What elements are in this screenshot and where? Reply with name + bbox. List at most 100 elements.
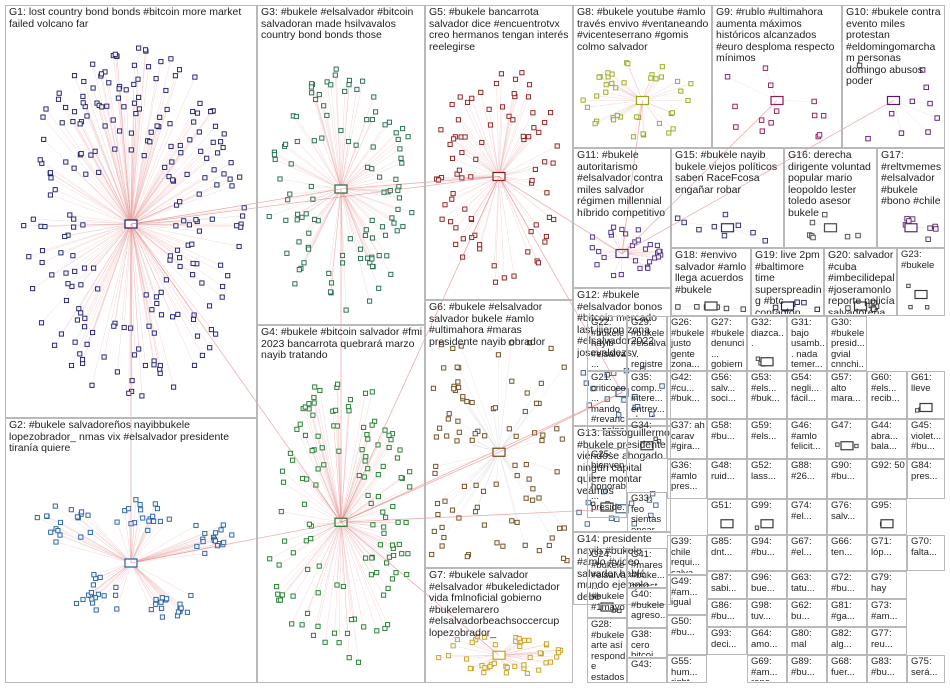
edge-g4 — [313, 397, 342, 523]
edge-g4 — [340, 522, 359, 663]
node-g13 — [584, 521, 591, 527]
node-g20 — [845, 305, 851, 311]
node-g1 — [168, 56, 174, 62]
node-g12 — [659, 383, 665, 389]
node-g1 — [47, 170, 54, 176]
node-g1 — [133, 111, 139, 117]
node-g3 — [283, 217, 289, 223]
node-g8 — [658, 74, 664, 80]
group-label-g95: G95: — [871, 501, 892, 511]
node-g11 — [589, 245, 595, 251]
group-label-g41: G41: #mares #buke... ernest... — [631, 550, 666, 586]
node-g13 — [608, 515, 615, 521]
group-label-g43: G43: — [631, 660, 652, 670]
node-g11 — [608, 229, 614, 235]
node-g7 — [504, 665, 510, 671]
node-g5 — [438, 127, 444, 133]
node-g1 — [154, 123, 160, 129]
node-g2 — [153, 596, 159, 603]
node-g7 — [467, 666, 473, 672]
group-label-g81: G81: #ga... — [831, 601, 855, 622]
group-panel-g95: G95: — [867, 499, 907, 535]
group-panel-g35: G35: comp... intere... entrev... claudi.… — [627, 371, 667, 419]
edge-g5 — [498, 112, 534, 177]
edge-g2 — [115, 562, 132, 596]
node-g2 — [175, 609, 181, 615]
node-g6 — [456, 384, 462, 390]
node-g4 — [317, 387, 323, 394]
node-g13 — [649, 490, 656, 497]
group-label-g72: G72: #bu... — [831, 573, 855, 594]
edge-g3 — [340, 122, 390, 190]
edge-g6 — [437, 452, 500, 504]
node-g5 — [459, 149, 465, 156]
node-g4 — [385, 585, 391, 591]
node-g15 — [674, 215, 681, 221]
node-g2 — [113, 584, 119, 590]
edge-g4 — [340, 393, 366, 523]
group-panel-g43: G43: — [627, 658, 667, 683]
node-g1 — [79, 357, 86, 363]
node-g2 — [85, 512, 91, 518]
group-label-g57: G57: alto mara... — [831, 373, 861, 404]
node-g3 — [400, 223, 406, 230]
node-g1 — [154, 300, 160, 307]
node-g4 — [375, 472, 381, 478]
node-g2 — [87, 529, 93, 535]
edge-g5 — [498, 112, 551, 177]
node-g5 — [477, 242, 483, 248]
edge-g5 — [498, 106, 503, 177]
edge-g4 — [284, 522, 342, 542]
edge-g5 — [498, 176, 528, 253]
node-g5 — [455, 117, 461, 123]
group-label-g56: G56: salv... soci... — [711, 373, 738, 404]
edge-g10 — [893, 100, 929, 133]
edge-g2 — [130, 525, 197, 564]
edge-g2 — [130, 517, 143, 564]
node-g11 — [618, 272, 624, 278]
edge-g4 — [340, 474, 379, 523]
node-g6 — [524, 390, 530, 396]
group-label-g29: G29: #bukele #elsalva... registre días..… — [631, 318, 666, 369]
node-g1 — [221, 171, 227, 177]
edge-g4 — [340, 522, 355, 620]
edge-g1 — [130, 111, 193, 225]
node-g6 — [554, 426, 560, 432]
group-panel-g62: G62: bu... — [787, 599, 827, 627]
hub-node-g25 — [600, 502, 614, 512]
group-panel-g26: G26: #bukele justo gente zona... — [667, 316, 707, 371]
node-g2 — [213, 530, 219, 536]
node-g1 — [167, 257, 173, 263]
edge-g5 — [467, 102, 500, 177]
edge-g1 — [54, 223, 132, 346]
group-panel-g48: G48: ruid... — [707, 459, 747, 499]
node-g1 — [90, 85, 96, 91]
group-label-g3: G3: #bukele #elsalvador #bitcoin salvado… — [261, 7, 417, 41]
node-g4 — [405, 551, 411, 557]
node-g10 — [925, 129, 931, 135]
edge-g3 — [284, 146, 342, 190]
edge-g1 — [72, 223, 132, 256]
node-g6 — [559, 436, 565, 442]
edge-g6 — [495, 452, 500, 485]
edge-g1 — [113, 55, 132, 225]
edge-g2 — [90, 532, 132, 564]
group-label-g82: G82: alg... — [831, 629, 855, 650]
node-g2 — [73, 600, 80, 607]
edge-g3 — [297, 188, 342, 215]
edge-g5 — [498, 176, 539, 263]
node-g4 — [319, 445, 325, 451]
group-panel-g11: G11: #bukele autoritarismo #elsalvador c… — [573, 148, 671, 288]
node-g6 — [461, 483, 467, 489]
node-g4 — [386, 554, 392, 560]
node-g5 — [453, 225, 459, 231]
edge-g3 — [340, 136, 409, 190]
node-g1 — [47, 192, 53, 198]
node-g1 — [190, 108, 196, 115]
edge-g3 — [340, 145, 357, 190]
node-g3 — [292, 281, 298, 287]
edge-g4 — [340, 522, 377, 631]
node-g1 — [167, 121, 173, 127]
edge-g5 — [498, 176, 515, 277]
edge-g5 — [498, 161, 545, 177]
